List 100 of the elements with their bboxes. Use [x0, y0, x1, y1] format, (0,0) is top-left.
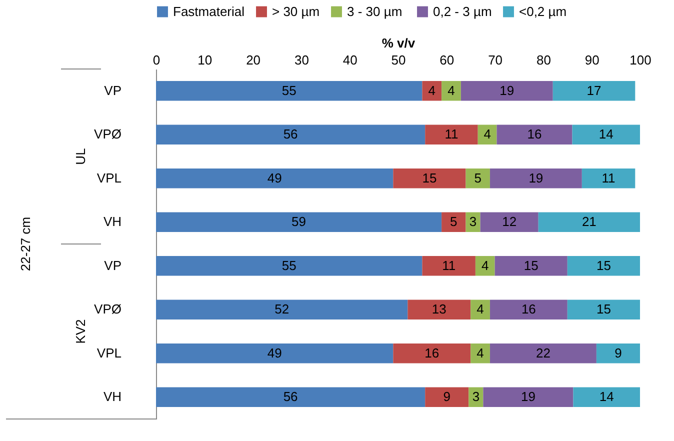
data-label: 16 [521, 302, 536, 317]
data-label: 55 [282, 258, 296, 273]
data-label: 17 [586, 82, 602, 98]
text: KV2 [73, 319, 88, 344]
x-tick-label: 50 [391, 52, 406, 68]
data-label: 11 [444, 126, 458, 142]
x-tick-label: 40 [342, 52, 358, 68]
data-label: 14 [598, 126, 614, 142]
bar [156, 300, 408, 320]
data-label: 4 [428, 82, 436, 98]
bar [466, 168, 490, 188]
bar [478, 124, 497, 144]
data-label: 9 [614, 345, 622, 360]
data-label: 4 [484, 126, 491, 142]
y-tick-label: VH [103, 214, 122, 230]
bar [442, 212, 466, 232]
data-label: 14 [599, 389, 614, 404]
data-label: 4 [476, 345, 484, 360]
data-label: 52 [274, 302, 290, 317]
data-label: 15 [596, 302, 611, 317]
bar [156, 168, 394, 188]
data-label: 16 [424, 345, 440, 360]
legend-label: > 30 µm [272, 4, 320, 19]
bar [490, 168, 582, 188]
data-label: 15 [524, 258, 538, 273]
bar [156, 81, 422, 101]
x-tick-label: 90 [584, 52, 600, 68]
y-tick-label: VP [104, 82, 122, 98]
x-axis-title: % v/v [382, 36, 416, 50]
legend-label: 0,2 - 3 µm [433, 4, 492, 19]
x-tick-label: 70 [488, 52, 503, 68]
data-label: 4 [476, 302, 484, 317]
bar [393, 168, 466, 188]
bar [393, 344, 471, 364]
bar [422, 256, 476, 276]
bar [573, 387, 640, 407]
data-label: 4 [482, 258, 489, 273]
data-label: 4 [448, 82, 455, 98]
data-label: 5 [450, 214, 458, 230]
bar [156, 344, 394, 364]
legend-label: <0,2 µm [519, 4, 567, 19]
bar [470, 344, 490, 364]
bar [442, 81, 461, 101]
y-tick-label: VPL [96, 345, 122, 360]
bar [490, 300, 568, 320]
data-label: 16 [527, 126, 542, 142]
bar [494, 256, 568, 276]
bar [156, 212, 442, 232]
y-tick-label: VH [103, 389, 122, 404]
x-tick-label: 20 [246, 52, 261, 68]
bar [460, 81, 553, 101]
x-tick-label: 30 [294, 52, 309, 68]
bar [567, 256, 640, 276]
x-tick-label: 60 [440, 52, 454, 68]
data-label: 56 [283, 126, 298, 142]
x-tick-label: 0 [152, 52, 160, 68]
data-label: 22 [536, 345, 550, 360]
y-tick-label: VP [104, 258, 122, 273]
data-label: 11 [442, 258, 456, 273]
data-label: 49 [267, 345, 282, 360]
bar [156, 256, 422, 276]
data-label: 56 [283, 389, 298, 404]
bar [156, 124, 426, 144]
data-label: 9 [443, 389, 450, 404]
data-label: 12 [502, 214, 517, 230]
data-label: 3 [472, 389, 480, 404]
text: 22-27 cm [18, 216, 33, 272]
legend-label: 3 - 30 µm [347, 4, 402, 19]
data-label: 13 [432, 302, 446, 317]
bar [470, 300, 490, 320]
x-tick-label: 100 [630, 52, 652, 68]
data-label: 3 [469, 214, 477, 230]
bar [552, 81, 636, 101]
data-label: 49 [267, 170, 282, 186]
bar [567, 300, 640, 320]
bar [408, 300, 471, 320]
text: UL [73, 148, 88, 165]
data-label: 19 [528, 170, 544, 186]
bar [425, 124, 478, 144]
bar [422, 81, 442, 101]
bar [483, 387, 574, 407]
bar [480, 212, 538, 232]
data-label: 15 [422, 170, 437, 186]
bar [475, 256, 495, 276]
data-label: 11 [602, 170, 616, 186]
bar [572, 124, 640, 144]
data-label: 5 [474, 170, 482, 186]
data-label: 55 [282, 82, 296, 98]
bar [496, 124, 572, 144]
y-tick-label: VPØ [94, 126, 122, 142]
bar [582, 168, 636, 188]
data-label: 15 [596, 258, 611, 273]
y-tick-label: VPØ [94, 302, 122, 317]
data-label: 19 [500, 82, 514, 98]
bar [156, 387, 426, 407]
bar [425, 387, 469, 407]
bar [538, 212, 640, 232]
bar [490, 344, 596, 364]
x-tick-label: 80 [536, 52, 551, 68]
data-label: 19 [520, 389, 536, 404]
